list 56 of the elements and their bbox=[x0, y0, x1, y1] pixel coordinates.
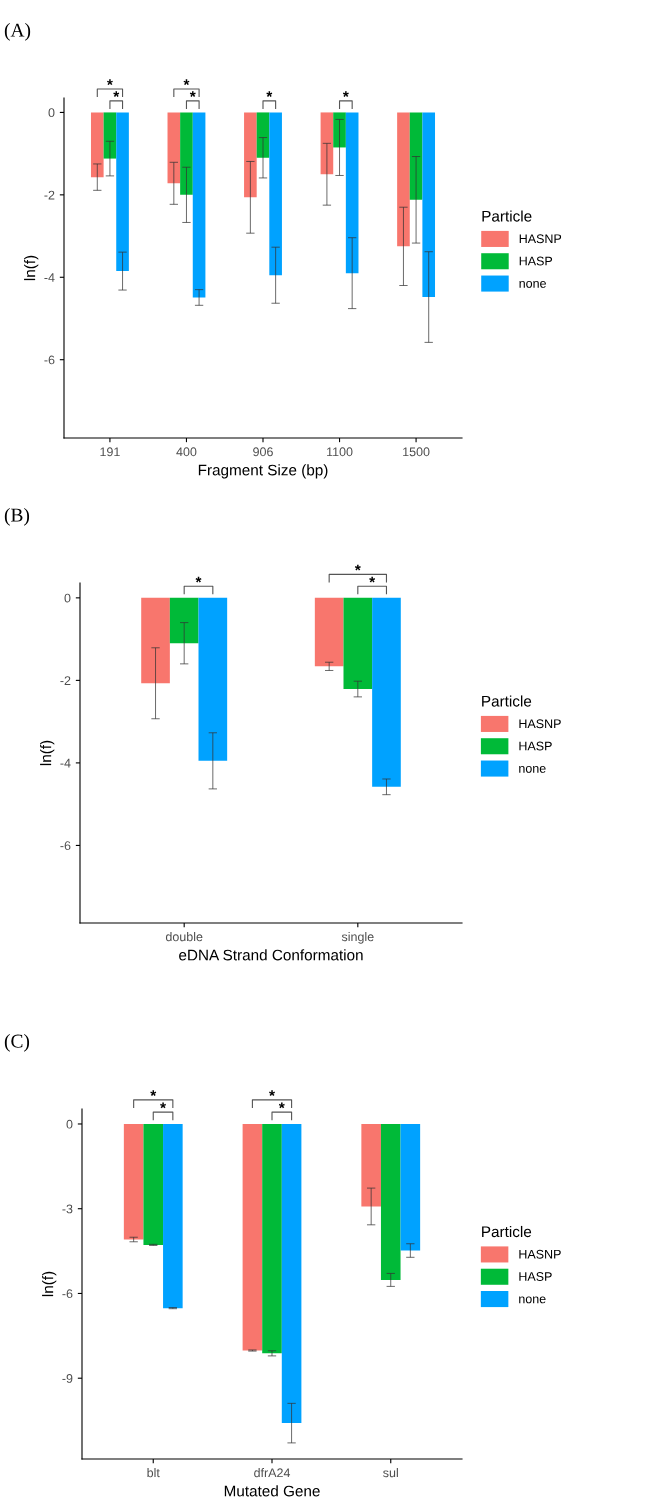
text: * bbox=[266, 91, 273, 97]
legend-title: Particle bbox=[482, 210, 532, 222]
x-tick-label: dfrA24 bbox=[254, 1468, 291, 1478]
y-tick-label: 0 bbox=[64, 593, 71, 603]
x-tick-label: 906 bbox=[253, 447, 273, 457]
legend-label: none bbox=[519, 1296, 546, 1304]
y-axis-title: ln(f) bbox=[24, 255, 39, 281]
text: * bbox=[189, 91, 196, 97]
legend-title: Particle bbox=[482, 1225, 532, 1238]
legend-label: HASNP bbox=[519, 1249, 561, 1259]
text: * bbox=[369, 576, 376, 583]
text: * bbox=[342, 91, 349, 97]
x-tick-label: 1100 bbox=[327, 447, 353, 457]
text: * bbox=[150, 1090, 157, 1097]
x-axis-title: Fragment Size (bp) bbox=[198, 464, 328, 479]
text: * bbox=[160, 1102, 166, 1109]
y-axis-title: ln(f) bbox=[40, 740, 55, 766]
legend-label: none bbox=[519, 280, 546, 288]
x-tick-label: single bbox=[341, 932, 374, 944]
y-tick-label: -9 bbox=[62, 1374, 73, 1383]
text: * bbox=[278, 1102, 285, 1109]
text: * bbox=[354, 564, 361, 571]
x-tick-label: sul bbox=[383, 1468, 398, 1478]
y-tick-label: 0 bbox=[66, 1119, 73, 1129]
x-tick-label: blt bbox=[147, 1468, 160, 1478]
text: * bbox=[269, 1090, 275, 1097]
chart-title: (A) bbox=[4, 23, 31, 41]
y-tick-label: -2 bbox=[44, 190, 55, 200]
text: * bbox=[195, 576, 202, 583]
legend-title: Particle bbox=[482, 695, 532, 707]
legend-label: HASNP bbox=[519, 719, 561, 729]
text: * bbox=[113, 91, 120, 97]
y-tick-label: -6 bbox=[60, 841, 71, 851]
text: * bbox=[107, 79, 113, 86]
chart-title: (B) bbox=[4, 508, 30, 526]
y-tick-label: -4 bbox=[60, 758, 71, 768]
legend-label: HASP bbox=[519, 1272, 552, 1281]
x-tick-label: 400 bbox=[176, 447, 197, 457]
y-tick-label: -6 bbox=[62, 1289, 73, 1299]
legend-label: HASP bbox=[519, 256, 553, 266]
y-axis-title: ln(f) bbox=[42, 1271, 57, 1297]
legend-label: none bbox=[519, 765, 546, 773]
y-tick-label: 0 bbox=[48, 108, 55, 118]
legend-label: HASNP bbox=[519, 234, 562, 244]
y-tick-label: -6 bbox=[44, 355, 55, 365]
y-tick-label: -3 bbox=[62, 1204, 73, 1214]
x-axis-title: eDNA Strand Conformation bbox=[179, 949, 363, 961]
legend-label: HASP bbox=[519, 741, 552, 751]
x-tick-label: double bbox=[165, 932, 203, 942]
x-tick-label: 1500 bbox=[403, 447, 430, 457]
chart-title: (C) bbox=[4, 1034, 30, 1052]
x-tick-label: 191 bbox=[100, 447, 120, 457]
x-axis-title: Mutated Gene bbox=[224, 1485, 320, 1497]
y-tick-label: -4 bbox=[44, 273, 55, 282]
y-tick-label: -2 bbox=[60, 676, 71, 685]
text: * bbox=[183, 79, 190, 86]
